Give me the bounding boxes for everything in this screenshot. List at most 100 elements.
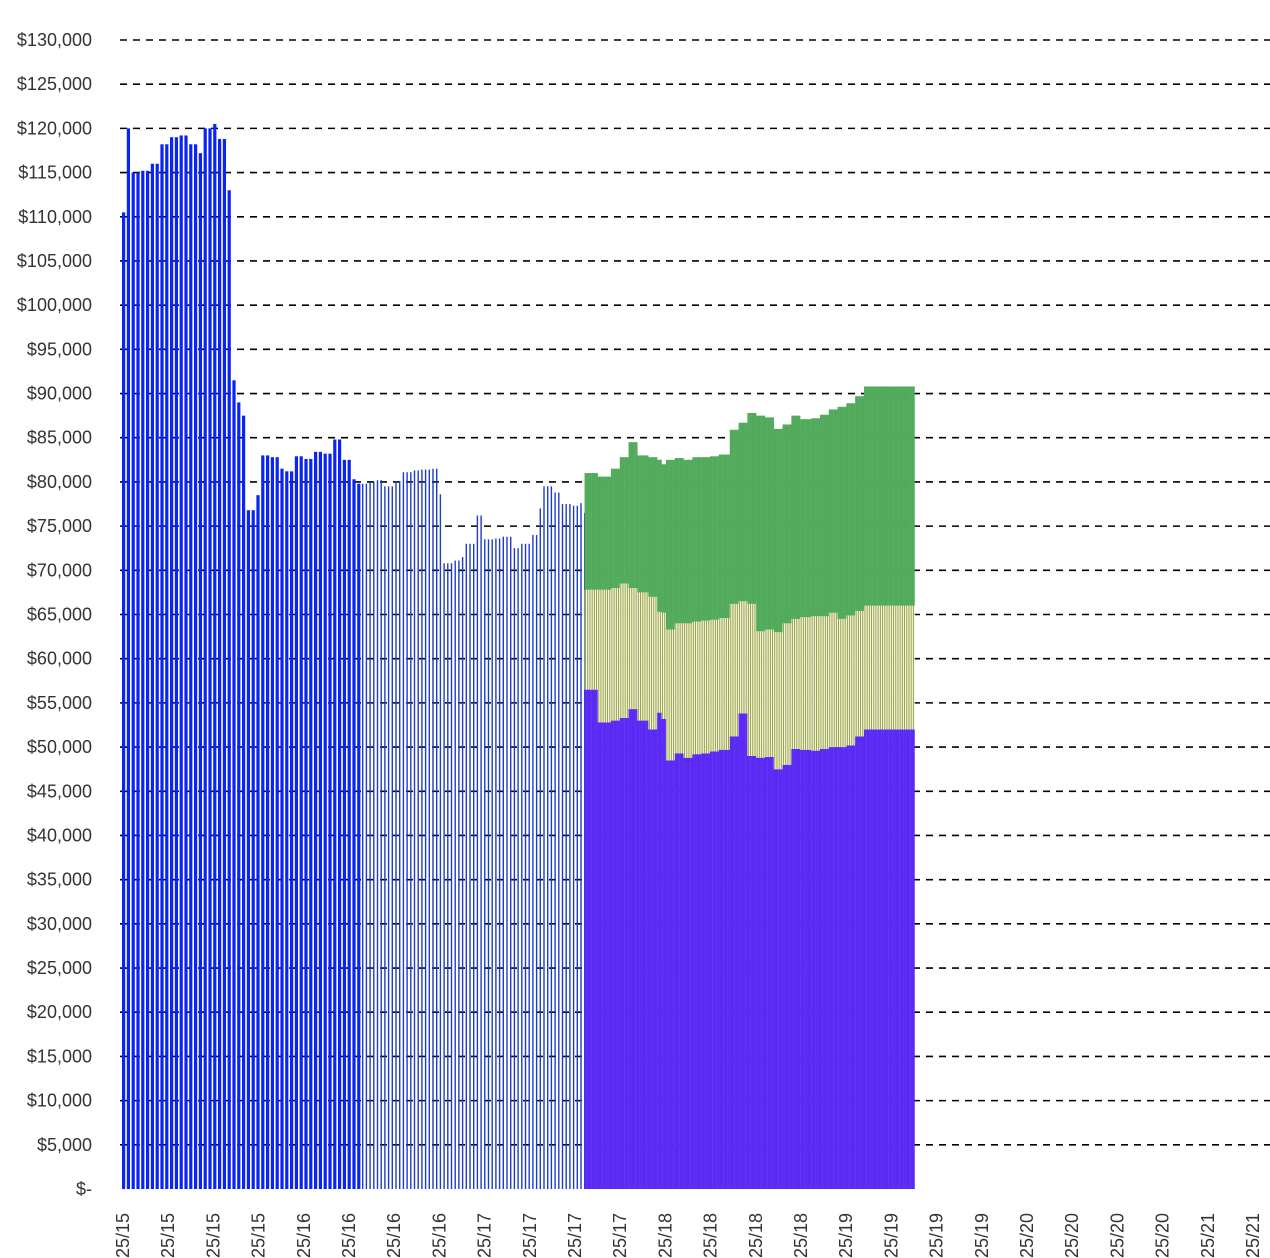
- stack-top-segment: [749, 412, 752, 604]
- stack-top-segment: [780, 428, 783, 633]
- stack-bottom-segment: [646, 720, 649, 1189]
- bar: [194, 144, 198, 1189]
- bar: [299, 456, 303, 1189]
- stack-bottom-segment: [857, 736, 860, 1189]
- stack-top-segment: [804, 419, 807, 618]
- stack-bottom-segment: [602, 722, 605, 1189]
- stack-bottom-segment: [745, 713, 748, 1189]
- y-tick-label: $95,000: [27, 339, 92, 359]
- stack-top-segment: [819, 414, 823, 617]
- stack-top-segment: [907, 386, 911, 606]
- bar: [352, 479, 356, 1189]
- stack-bottom-segment: [714, 751, 717, 1189]
- stack-top-segment: [639, 455, 642, 593]
- stack-top-segment: [606, 476, 609, 590]
- bar: [480, 515, 482, 1189]
- x-tick-label: 25/15: [249, 1213, 269, 1258]
- bar: [487, 539, 490, 1189]
- x-tick-label: 25/21: [1198, 1213, 1218, 1258]
- stack-top-segment: [835, 409, 838, 613]
- stack-bottom-segment: [630, 709, 634, 1189]
- x-tick-label: 25/21: [1243, 1213, 1263, 1258]
- stack-bottom-segment: [734, 736, 737, 1189]
- stack-bottom-segment: [892, 729, 895, 1189]
- bar: [208, 128, 212, 1189]
- bar: [318, 451, 322, 1189]
- stack-top-segment: [868, 386, 871, 606]
- bar: [484, 539, 486, 1189]
- stack-bottom-segment: [635, 709, 638, 1189]
- y-tick-label: $115,000: [18, 163, 92, 183]
- stack-bottom-segment: [890, 729, 893, 1189]
- bar: [539, 508, 541, 1189]
- stack-bottom-segment: [659, 712, 662, 1189]
- bar: [323, 453, 327, 1189]
- bar: [270, 457, 274, 1189]
- bar: [498, 538, 501, 1189]
- stack-bottom-segment: [791, 748, 794, 1189]
- bar: [365, 483, 368, 1189]
- stack-top-segment: [789, 424, 792, 624]
- bar: [502, 536, 504, 1189]
- stack-bottom-segment: [760, 757, 763, 1189]
- stack-top-segment: [859, 396, 862, 611]
- stack-top-segment: [731, 429, 735, 604]
- bar: [369, 481, 371, 1189]
- stack-bottom-segment: [690, 757, 693, 1189]
- stack-bottom-segment: [679, 753, 682, 1189]
- stack-top-segment: [872, 386, 876, 606]
- stack-top-segment: [591, 473, 594, 590]
- y-tick-label: $110,000: [18, 207, 92, 227]
- bar: [213, 123, 217, 1190]
- bar: [473, 543, 475, 1189]
- stack-bottom-segment: [881, 729, 884, 1189]
- stack-top-segment: [723, 454, 726, 619]
- stack-top-segment: [912, 386, 915, 606]
- stack-top-segment: [861, 396, 865, 611]
- stack-bottom-segment: [628, 709, 631, 1189]
- stack-top-segment: [628, 442, 631, 588]
- bar: [237, 402, 241, 1189]
- stack-bottom-segment: [639, 720, 642, 1189]
- stack-bottom-segment: [782, 764, 785, 1189]
- x-tick-label: 25/15: [203, 1213, 223, 1258]
- stack-bottom-segment: [718, 749, 722, 1189]
- bar: [122, 212, 126, 1190]
- stack-top-segment: [855, 396, 858, 611]
- y-tick-label: $90,000: [27, 384, 92, 404]
- stack-top-segment: [685, 459, 689, 624]
- stack-top-segment: [716, 456, 719, 620]
- stack-bottom-segment: [907, 729, 911, 1189]
- stack-top-segment: [762, 415, 766, 632]
- bar: [436, 468, 438, 1189]
- stack-bottom-segment: [822, 748, 825, 1189]
- stack-top-segment: [905, 386, 909, 606]
- y-tick-label: $35,000: [27, 870, 92, 890]
- y-tick-label: $85,000: [27, 428, 92, 448]
- stack-bottom-segment: [896, 729, 900, 1189]
- stack-top-segment: [808, 419, 812, 618]
- bar: [524, 543, 527, 1189]
- stack-top-segment: [802, 419, 805, 618]
- stack-top-segment: [784, 424, 788, 624]
- bar: [528, 543, 530, 1189]
- stack-bottom-segment: [797, 748, 801, 1189]
- stack-bottom-segment: [901, 729, 904, 1189]
- stack-top-segment: [597, 476, 601, 590]
- bar: [376, 480, 379, 1189]
- stack-top-segment: [773, 428, 777, 633]
- stack-bottom-segment: [850, 745, 854, 1189]
- stack-top-segment: [654, 457, 658, 597]
- stack-top-segment: [885, 386, 889, 606]
- stack-bottom-segment: [615, 720, 618, 1189]
- stack-top-segment: [670, 459, 673, 630]
- x-tick-label: 25/17: [610, 1213, 630, 1258]
- stack-top-segment: [846, 403, 849, 616]
- stack-top-segment: [753, 412, 757, 604]
- bar: [146, 170, 150, 1189]
- stack-top-segment: [797, 415, 801, 619]
- bar: [338, 439, 342, 1189]
- stack-bottom-segment: [793, 748, 796, 1189]
- y-tick-label: $10,000: [27, 1091, 92, 1111]
- stack-bottom-segment: [670, 760, 673, 1189]
